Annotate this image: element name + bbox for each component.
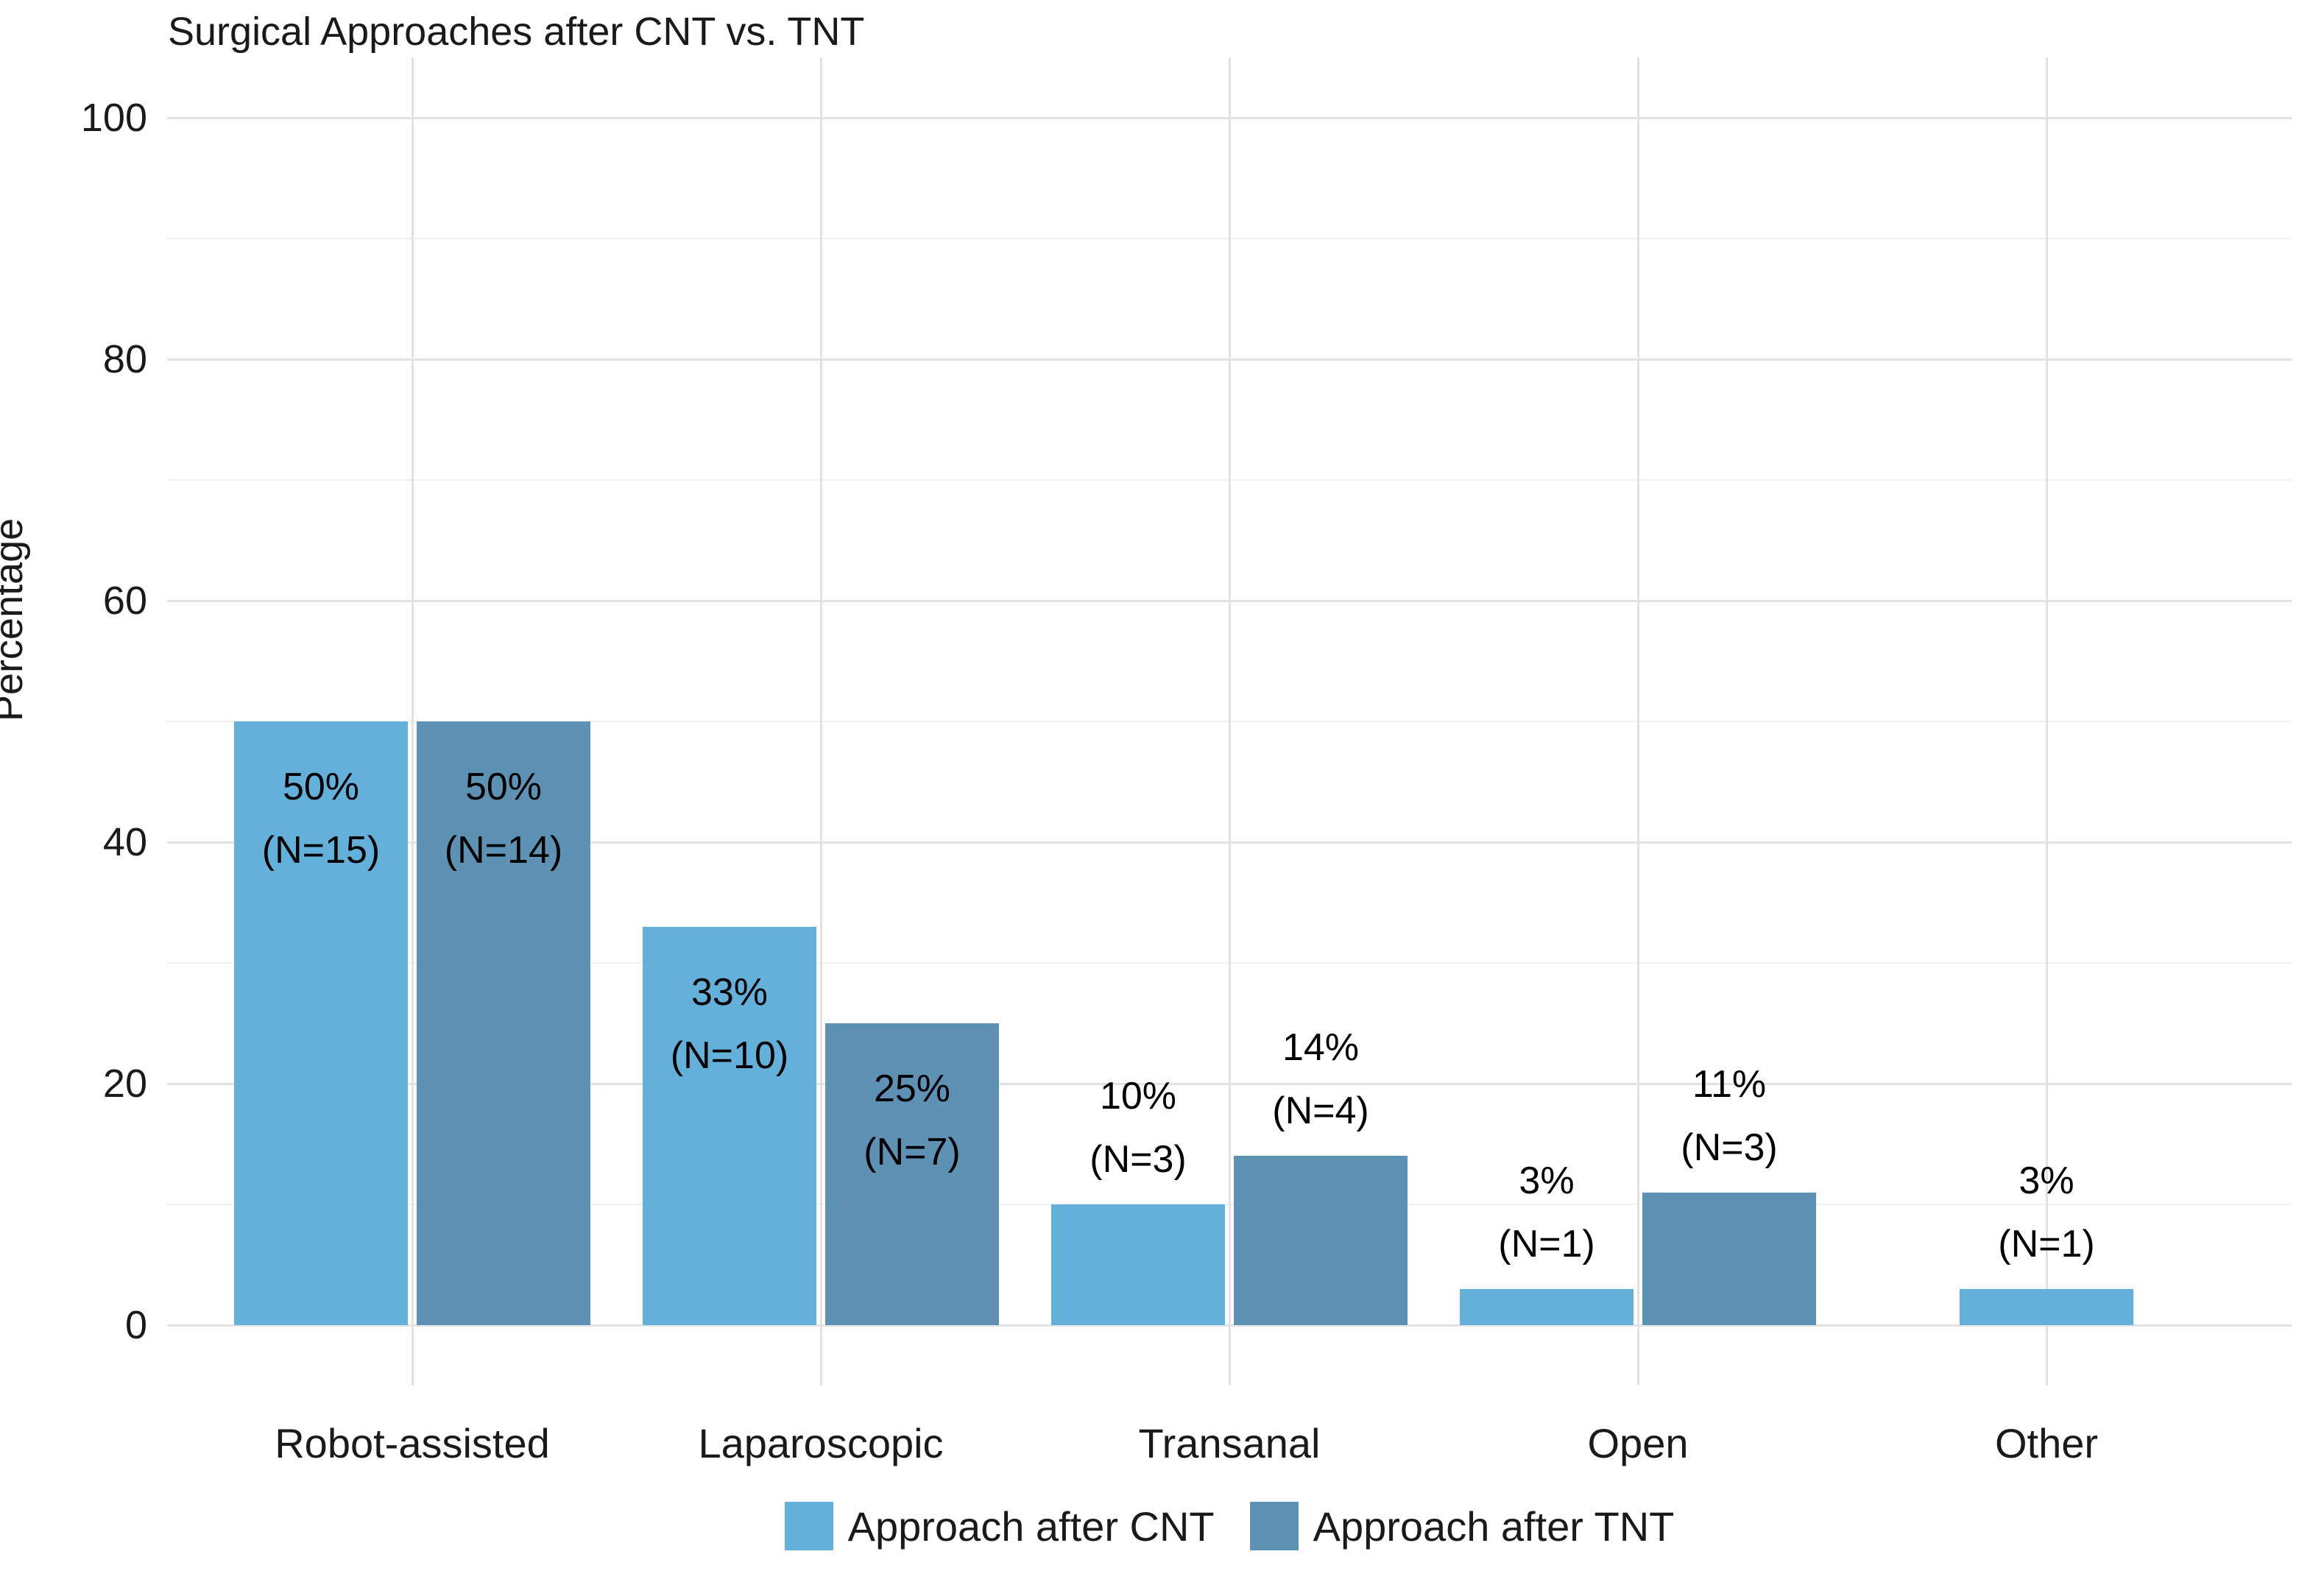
gridline-major-x-0 (411, 57, 414, 1385)
legend-label-tnt: Approach after TNT (1313, 1503, 1675, 1550)
y-tick-label-20: 20 (102, 1062, 147, 1106)
bar-series1-cat3 (1642, 1192, 1816, 1325)
legend-swatch-cnt (784, 1502, 833, 1550)
bar-series1-cat0 (417, 721, 590, 1325)
bar-series0-cat4 (1960, 1288, 2133, 1325)
legend-swatch-tnt (1249, 1502, 1299, 1550)
bar-series0-cat2 (1051, 1204, 1225, 1325)
y-tick-label-80: 80 (102, 337, 147, 381)
chart-title: Surgical Approaches after CNT vs. TNT (168, 10, 865, 54)
gridline-major-x-4 (2045, 57, 2048, 1385)
bar-series0-cat0 (234, 721, 408, 1325)
bar-label-series0-cat1: 33% (N=10) (670, 970, 789, 1077)
gridline-major-x-1 (819, 57, 822, 1385)
bar-series1-cat1 (825, 1023, 999, 1325)
bar-label-series1-cat0: 50% (N=14) (444, 766, 563, 872)
bar-label-series0-cat3: 3% (N=1) (1498, 1159, 1595, 1265)
legend-item-tnt: Approach after TNT (1249, 1502, 1675, 1550)
x-tick-label-0: Robot-assisted (275, 1420, 550, 1466)
bar-label-series1-cat2: 14% (N=4) (1272, 1026, 1369, 1133)
legend-label-cnt: Approach after CNT (847, 1503, 1215, 1550)
bar-series1-cat2 (1234, 1156, 1408, 1325)
x-tick-label-4: Other (1994, 1420, 2099, 1466)
bar-label-series1-cat1: 25% (N=7) (864, 1067, 961, 1173)
bar-label-series1-cat3: 11% (N=3) (1681, 1062, 1778, 1169)
x-tick-label-1: Laparoscopic (698, 1420, 944, 1466)
legend-item-cnt: Approach after CNT (784, 1502, 1215, 1550)
bar-label-series0-cat2: 10% (N=3) (1090, 1075, 1187, 1181)
bar-label-series0-cat0: 50% (N=15) (261, 766, 381, 872)
gridline-major-x-2 (1228, 57, 1231, 1385)
bar-series0-cat1 (643, 926, 816, 1325)
plot-area: 50% (N=15) 33% (N=10) 10% (N=3) 3% (N=1) 3% … (167, 57, 2292, 1385)
x-tick-label-3: Open (1587, 1420, 1689, 1466)
x-tick-label-2: Transanal (1138, 1420, 1321, 1466)
bar-label-series0-cat4: 3% (N=1) (1998, 1159, 2095, 1265)
legend: Approach after CNT Approach after TNT (167, 1502, 2292, 1550)
y-tick-label-0: 0 (124, 1303, 147, 1347)
y-tick-label-40: 40 (102, 820, 147, 864)
gridline-major-x-3 (1636, 57, 1639, 1385)
y-tick-label-100: 100 (80, 96, 147, 140)
bar-series0-cat3 (1460, 1288, 1634, 1325)
y-tick-label-60: 60 (102, 579, 147, 623)
